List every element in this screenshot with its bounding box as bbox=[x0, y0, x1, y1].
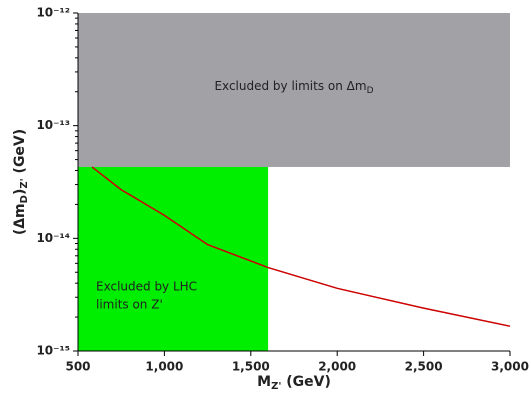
y-label-unit: (GeV) bbox=[12, 129, 28, 179]
region-label-main: Excluded by limits on Δm bbox=[214, 78, 366, 92]
x-label-sub: Z' bbox=[271, 381, 281, 392]
excluded-region bbox=[78, 166, 269, 351]
y-label-close: ) bbox=[12, 189, 28, 195]
x-tick-label: 1,500 bbox=[232, 360, 270, 374]
y-tick-label: 10⁻¹² bbox=[36, 6, 70, 20]
x-tick-label: 1,000 bbox=[145, 360, 183, 374]
x-tick-label: 500 bbox=[65, 360, 90, 374]
y-label-main: (Δm bbox=[12, 203, 28, 235]
x-axis-label: MZ' (GeV) bbox=[257, 374, 331, 392]
curve bbox=[91, 166, 511, 327]
region-label: limits on Z' bbox=[96, 298, 163, 312]
y-label-sub: D bbox=[19, 195, 30, 203]
x-tick-label: 3,000 bbox=[491, 360, 529, 374]
region-label: Excluded by limits on ΔmD bbox=[214, 78, 373, 95]
y-label-sub2: Z' bbox=[19, 178, 30, 188]
x-tick-label: 2,000 bbox=[318, 360, 356, 374]
y-axis-label: (ΔmD)Z' (GeV) bbox=[12, 129, 30, 235]
x-tick-label: 2,500 bbox=[405, 360, 443, 374]
regions bbox=[78, 13, 510, 351]
y-tick-label: 10⁻¹⁵ bbox=[36, 344, 70, 358]
region-label: Excluded by LHC bbox=[96, 280, 197, 294]
y-tick-label: 10⁻¹⁴ bbox=[36, 231, 70, 245]
x-label-unit: (GeV) bbox=[281, 374, 331, 390]
excluded-region bbox=[78, 13, 510, 167]
region-label-sub: D bbox=[367, 85, 374, 95]
x-label-main: M bbox=[257, 374, 271, 390]
y-tick-label: 10⁻¹³ bbox=[36, 118, 70, 132]
